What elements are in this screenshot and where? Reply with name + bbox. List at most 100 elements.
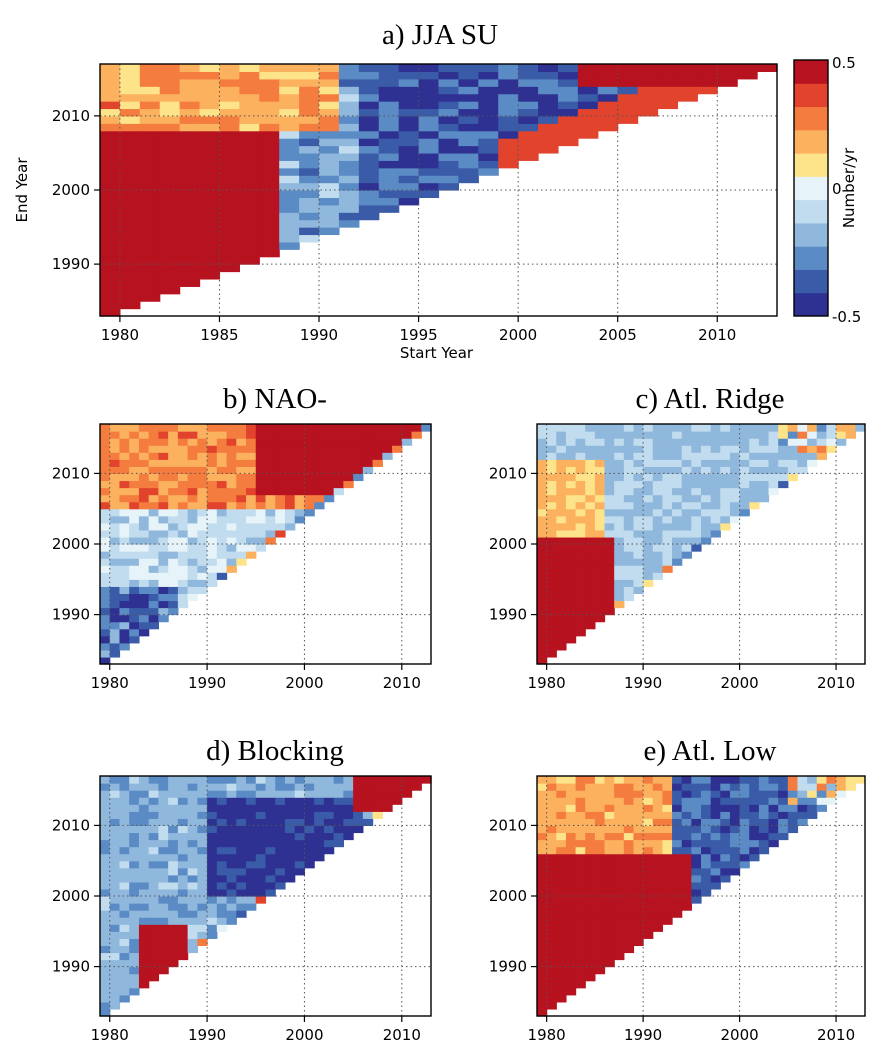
heatmap-cell	[565, 881, 577, 890]
heatmap-cell	[255, 501, 267, 510]
heatmap-cell	[577, 101, 599, 110]
heatmap-cell	[333, 445, 344, 453]
heatmap-cell	[148, 910, 160, 918]
heatmap-cell	[575, 797, 586, 805]
heatmap-cell	[478, 71, 499, 80]
heatmap-cell	[594, 881, 606, 890]
heatmap-cell	[216, 515, 228, 524]
heatmap-cell	[372, 459, 383, 467]
heatmap-cell	[565, 860, 577, 869]
heatmap-cell	[129, 459, 140, 467]
heatmap-cell	[546, 466, 557, 475]
heatmap-cell	[643, 579, 654, 587]
heatmap-cell	[179, 86, 201, 95]
heatmap-cell	[498, 123, 519, 132]
heatmap-cell	[546, 459, 557, 467]
heatmap-cell	[538, 93, 559, 102]
heatmap-cell	[710, 473, 721, 482]
heatmap-cell	[537, 452, 548, 460]
heatmap-cell	[119, 797, 130, 805]
heatmap-cell	[197, 776, 208, 784]
heatmap-cell	[556, 811, 567, 819]
heatmap-cell	[158, 614, 169, 623]
heatmap-cell	[265, 522, 276, 531]
heatmap-cell	[623, 867, 635, 876]
heatmap-cell	[643, 931, 654, 939]
heatmap-cell	[594, 910, 606, 918]
heatmap-cell	[672, 839, 683, 848]
heatmap-cell	[119, 278, 141, 287]
heatmap-cell	[633, 459, 644, 467]
heatmap-cell	[637, 86, 659, 95]
heatmap-cell	[787, 459, 799, 467]
heatmap-cell	[617, 93, 639, 102]
heatmap-cell	[275, 846, 286, 855]
heatmap-cell	[662, 529, 673, 538]
heatmap-cell	[681, 424, 692, 432]
heatmap-cell	[179, 167, 201, 176]
heatmap-cell	[119, 71, 141, 80]
heatmap-cell	[138, 952, 150, 961]
heatmap-cell	[119, 480, 130, 489]
heatmap-cell	[556, 987, 567, 996]
heatmap-cell	[617, 115, 639, 124]
heatmap-cell	[100, 515, 111, 524]
heatmap-cell	[138, 480, 150, 489]
heatmap-cell	[226, 459, 237, 467]
heatmap-cell	[633, 839, 644, 848]
heatmap-cell	[148, 903, 160, 911]
heatmap-cell	[637, 78, 659, 87]
heatmap-cell	[691, 515, 702, 524]
heatmap-cell	[159, 249, 181, 258]
heatmap-cell	[577, 64, 599, 73]
heatmap-cell	[662, 473, 673, 482]
heatmap-cell	[652, 459, 664, 467]
heatmap-cell	[100, 656, 111, 665]
heatmap-cell	[159, 152, 181, 161]
heatmap-cell	[284, 797, 296, 805]
heatmap-cell	[643, 438, 654, 446]
heatmap-cell	[691, 438, 702, 446]
heatmap-cell	[199, 256, 221, 265]
heatmap-cell	[294, 790, 306, 798]
heatmap-cell	[304, 438, 315, 446]
heatmap-cell	[418, 190, 440, 199]
heatmap-cell	[197, 438, 208, 446]
heatmap-cell	[187, 438, 198, 446]
heatmap-cell	[672, 452, 683, 460]
heatmap-cell	[546, 487, 557, 496]
heatmap-cell	[739, 452, 750, 460]
heatmap-cell	[139, 167, 161, 176]
heatmap-cell	[187, 544, 198, 552]
heatmap-cell	[662, 776, 673, 784]
heatmap-cell	[304, 487, 315, 496]
heatmap-cell	[594, 874, 606, 883]
heatmap-cell	[129, 551, 140, 559]
heatmap-cell	[691, 501, 702, 510]
heatmap-cell	[565, 846, 577, 855]
heatmap-cell	[100, 301, 121, 310]
heatmap-cell	[643, 776, 654, 784]
heatmap-cell	[129, 973, 140, 982]
heatmap-cell	[158, 917, 169, 925]
heatmap-cell	[168, 438, 179, 446]
heatmap-cell	[546, 994, 557, 1003]
heatmap-cell	[129, 804, 140, 812]
heatmap-cell	[518, 108, 539, 117]
heatmap-cell	[749, 424, 760, 432]
heatmap-cell	[537, 825, 548, 834]
heatmap-cell	[284, 473, 296, 482]
x-tick-label: 1990	[624, 1026, 662, 1044]
heatmap-cell	[100, 529, 111, 538]
heatmap-cell	[749, 438, 760, 446]
heatmap-cell	[691, 825, 702, 834]
heatmap-cell	[556, 818, 567, 827]
heatmap-cell	[565, 515, 577, 524]
heatmap-cell	[119, 783, 130, 791]
heatmap-cell	[197, 473, 208, 482]
heatmap-cell	[594, 938, 606, 947]
heatmap-cell	[177, 544, 189, 552]
heatmap-cell	[720, 839, 731, 848]
heatmap-cell	[633, 424, 644, 432]
heatmap-cell	[139, 101, 161, 110]
